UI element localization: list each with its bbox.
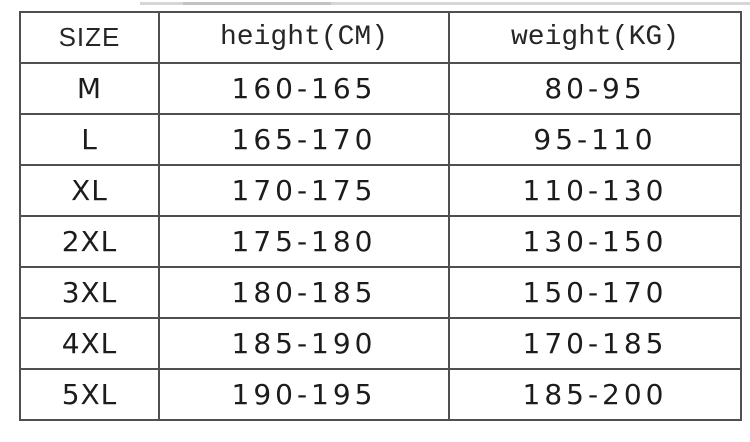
size-cell: XL xyxy=(19,164,160,217)
header-row: SIZE height(CM) weight(KG) xyxy=(19,11,742,64)
table-row: 3XL 180-185 150-170 xyxy=(19,266,742,319)
weight-cell: 185-200 xyxy=(448,368,742,421)
height-cell: 165-170 xyxy=(158,113,450,166)
weight-cell: 150-170 xyxy=(448,266,742,319)
weight-cell: 80-95 xyxy=(448,62,742,115)
table-row: M 160-165 80-95 xyxy=(19,62,742,115)
size-cell: 5XL xyxy=(19,368,160,421)
size-cell: 3XL xyxy=(19,266,160,319)
column-header-height: height(CM) xyxy=(158,11,450,64)
weight-cell: 130-150 xyxy=(448,215,742,268)
top-artifact-line xyxy=(140,2,750,5)
height-cell: 185-190 xyxy=(158,317,450,370)
table-row: XL 170-175 110-130 xyxy=(19,164,742,217)
column-header-weight: weight(KG) xyxy=(448,11,742,64)
table-row: L 165-170 95-110 xyxy=(19,113,742,166)
height-cell: 180-185 xyxy=(158,266,450,319)
table-row: 2XL 175-180 130-150 xyxy=(19,215,742,268)
height-cell: 190-195 xyxy=(158,368,450,421)
size-cell: L xyxy=(19,113,160,166)
weight-cell: 95-110 xyxy=(448,113,742,166)
size-cell: 2XL xyxy=(19,215,160,268)
top-artifact-line-dark-segment xyxy=(183,2,331,5)
column-header-size: SIZE xyxy=(19,11,160,64)
weight-cell: 170-185 xyxy=(448,317,742,370)
height-cell: 175-180 xyxy=(158,215,450,268)
table-row: 4XL 185-190 170-185 xyxy=(19,317,742,370)
table-row: 5XL 190-195 185-200 xyxy=(19,368,742,421)
size-chart-table: SIZE height(CM) weight(KG) M 160-165 80-… xyxy=(19,11,742,421)
height-cell: 170-175 xyxy=(158,164,450,217)
size-cell: 4XL xyxy=(19,317,160,370)
height-cell: 160-165 xyxy=(158,62,450,115)
weight-cell: 110-130 xyxy=(448,164,742,217)
size-cell: M xyxy=(19,62,160,115)
